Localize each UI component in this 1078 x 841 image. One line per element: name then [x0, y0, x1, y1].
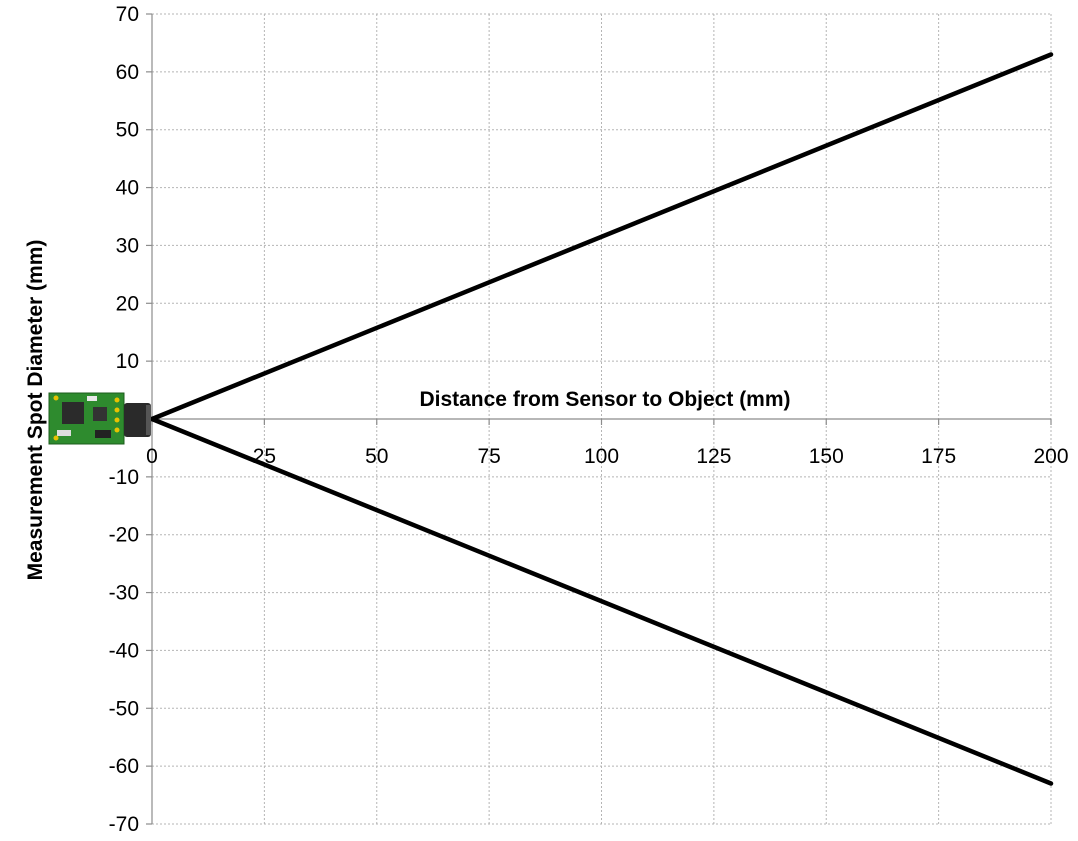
y-tick-label: 30 — [116, 234, 139, 257]
y-tick-label: 20 — [116, 292, 139, 315]
y-tick-label: 10 — [116, 350, 139, 373]
y-tick-label: -10 — [109, 466, 139, 489]
y-tick-label: -30 — [109, 582, 139, 605]
y-tick-label: -40 — [109, 639, 139, 662]
x-tick-label: 0 — [146, 445, 158, 468]
y-tick-label: 50 — [116, 119, 139, 142]
x-tick-label: 175 — [921, 445, 956, 468]
upper-boundary-line — [149, 52, 1054, 422]
sensor-board-icon — [48, 392, 151, 445]
y-tick-label: -60 — [109, 755, 139, 778]
x-tick-label: 75 — [477, 445, 500, 468]
y-tick-label: 70 — [116, 3, 139, 26]
x-tick-label: 25 — [253, 445, 276, 468]
x-tick-label: 100 — [584, 445, 619, 468]
y-tick-label: 40 — [116, 177, 139, 200]
y-axis-title: Measurement Spot Diameter (mm) — [24, 240, 47, 581]
series-layer — [149, 52, 1054, 786]
x-tick-labels: 0 25 50 75 100 125 150 175 200 — [146, 445, 1068, 468]
x-tick-label: 125 — [696, 445, 731, 468]
x-tick-label: 50 — [365, 445, 388, 468]
axes — [146, 13, 1052, 825]
y-tick-labels: 70 60 50 40 30 20 10 -10 -20 -30 -40 -50 -60 -70 — [109, 3, 139, 836]
y-tick-label: 60 — [116, 61, 139, 84]
x-tick-label: 200 — [1033, 445, 1068, 468]
lower-boundary-line — [149, 416, 1054, 786]
y-tick-label: -50 — [109, 697, 139, 720]
y-tick-label: -70 — [109, 813, 139, 836]
y-tick-label: -20 — [109, 524, 139, 547]
x-tick-label: 150 — [809, 445, 844, 468]
x-axis-title: Distance from Sensor to Object (mm) — [419, 388, 790, 411]
